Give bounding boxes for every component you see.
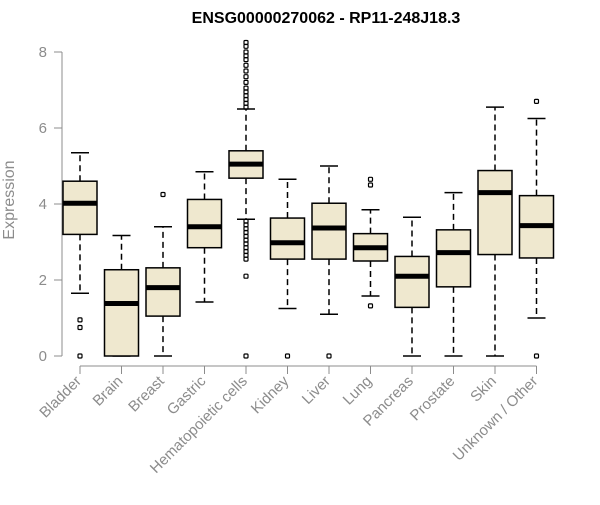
outlier-point xyxy=(284,353,291,359)
outlier-point xyxy=(243,104,249,110)
box-group xyxy=(311,165,347,359)
outlier-point xyxy=(367,176,374,182)
outlier-point xyxy=(367,303,374,309)
box xyxy=(103,268,140,357)
box-group xyxy=(435,191,472,357)
box-group xyxy=(62,151,98,359)
chart-title: ENSG00000270062 - RP11-248J18.3 xyxy=(192,10,461,27)
box xyxy=(186,198,223,249)
box-group xyxy=(518,98,555,359)
y-tick-label: 6 xyxy=(39,120,47,137)
box xyxy=(145,267,181,317)
category-label: Prostate xyxy=(407,373,459,425)
axes: 0 2 4 6 8 xyxy=(39,44,537,374)
outlier-point xyxy=(326,353,332,359)
box xyxy=(311,202,347,260)
outlier-point xyxy=(243,43,249,49)
outlier-point xyxy=(160,191,166,198)
outlier-point xyxy=(77,324,83,331)
box-group xyxy=(145,191,181,357)
category-label: Bladder xyxy=(36,373,85,422)
outlier-point xyxy=(533,353,540,359)
outlier-point xyxy=(243,353,249,359)
category-label: Breast xyxy=(125,372,168,415)
outlier-point xyxy=(77,353,83,359)
box-group xyxy=(394,216,430,357)
outlier-point xyxy=(243,273,249,279)
box xyxy=(269,217,306,260)
outlier-point xyxy=(77,317,83,323)
category-label: Kidney xyxy=(248,372,293,417)
outlier-point xyxy=(243,68,249,74)
y-tick-label: 4 xyxy=(39,196,47,213)
box-group xyxy=(228,39,264,359)
outlier-point xyxy=(243,79,249,86)
y-tick-label: 0 xyxy=(39,348,47,365)
y-tick-label: 2 xyxy=(39,272,47,289)
y-tick-label: 8 xyxy=(39,44,47,61)
box xyxy=(62,180,98,236)
box-group xyxy=(477,106,513,357)
box-group xyxy=(352,176,389,309)
outlier-point xyxy=(243,256,249,262)
outlier-point xyxy=(243,74,249,80)
box-group xyxy=(269,178,306,359)
category-label: Brain xyxy=(90,373,127,410)
outlier-point xyxy=(367,182,374,188)
y-axis-label: Expression xyxy=(1,160,18,239)
boxes xyxy=(62,39,555,359)
box xyxy=(435,229,472,288)
box xyxy=(477,169,513,256)
outlier-point xyxy=(243,56,249,63)
outlier-point xyxy=(243,62,249,68)
box-group xyxy=(186,170,223,303)
category-label: Lung xyxy=(340,373,376,409)
category-label: Skin xyxy=(467,373,500,406)
outlier-point xyxy=(533,98,540,105)
box xyxy=(394,255,430,309)
box-group xyxy=(103,234,140,357)
category-label: Liver xyxy=(299,373,334,408)
